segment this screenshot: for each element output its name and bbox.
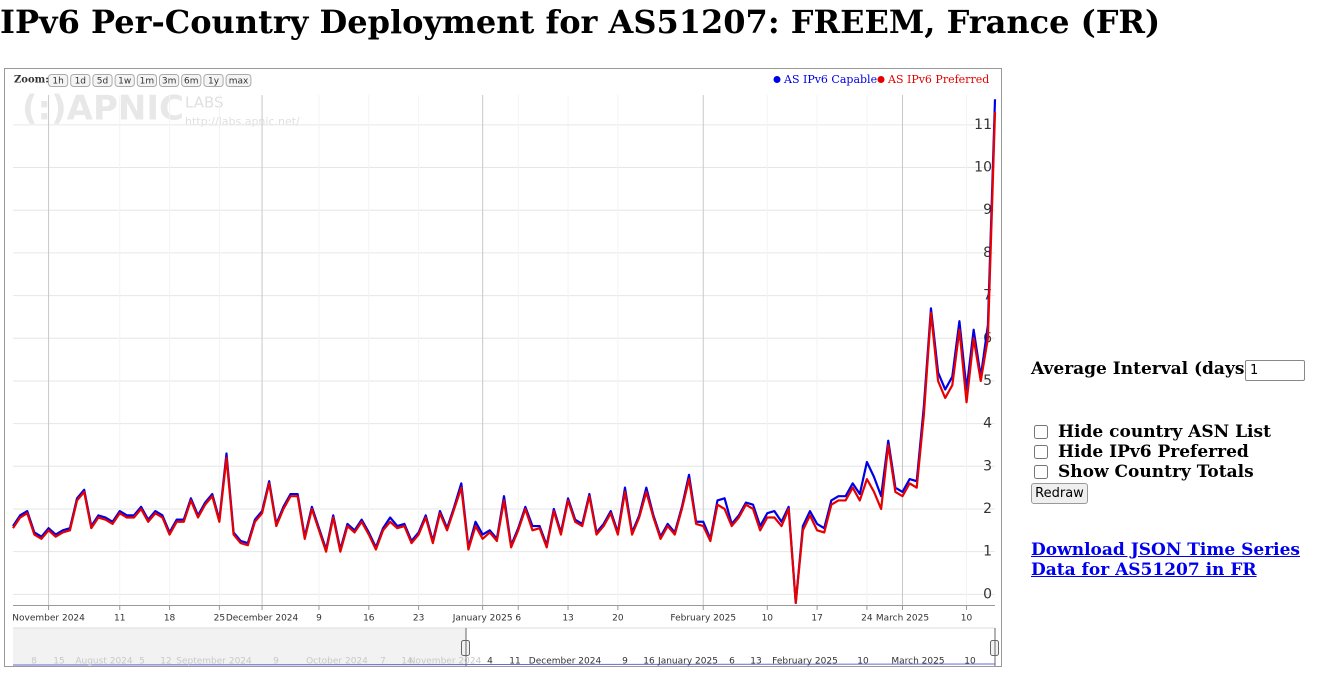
zoom-button-label[interactable]: 1y [208, 77, 220, 87]
zoom-button-label[interactable]: max [229, 77, 249, 87]
navigator-label: October 2024 [306, 657, 368, 667]
navigator-label: 6 [729, 657, 735, 667]
x-tick-label: 10 [762, 614, 774, 624]
y-tick-label: 10 [974, 160, 992, 176]
zoom-button[interactable] [225, 74, 252, 87]
x-tick-label: 10 [961, 614, 973, 624]
checkbox[interactable] [1034, 425, 1048, 439]
watermark-logo: (:)APNIC [22, 89, 184, 129]
y-tick-label: 1 [983, 544, 992, 560]
navigator-label: 9 [273, 657, 279, 667]
navigator-label: November 2024 [409, 657, 482, 667]
zoom-button-label[interactable]: 1d [75, 77, 86, 87]
checkbox-label: Hide country ASN List [1058, 422, 1271, 442]
y-tick-label: 4 [983, 416, 992, 432]
zoom-button-label[interactable]: 1h [52, 77, 63, 87]
interval-label: Average Interval (days) [1031, 359, 1253, 379]
navigator-label: 14 [401, 657, 413, 667]
navigator-label: September 2024 [176, 657, 252, 667]
checkbox-label: Hide IPv6 Preferred [1058, 442, 1249, 462]
zoom-button-label[interactable]: 3m [162, 77, 177, 87]
x-tick-label: 6 [515, 614, 521, 624]
navigator-label: 5 [139, 657, 145, 667]
zoom-button-label[interactable]: 1m [140, 77, 155, 87]
x-tick-label: 11 [114, 614, 125, 624]
y-tick-label: 11 [974, 117, 992, 133]
navigator-label: January 2025 [657, 657, 718, 667]
x-tick-label: 9 [316, 614, 322, 624]
navigator-label: 10 [964, 657, 976, 667]
legend-marker [773, 76, 781, 83]
y-tick-label: 7 [983, 288, 992, 304]
navigator-mask [13, 628, 466, 666]
x-tick-label: 13 [562, 614, 573, 624]
x-tick-label: November 2024 [12, 614, 85, 624]
legend-label[interactable]: AS IPv6 Preferred [887, 73, 989, 86]
navigator-label: December 2024 [529, 657, 602, 667]
navigator-label: 11 [509, 657, 520, 667]
checkbox[interactable] [1034, 465, 1048, 479]
zoom-button[interactable] [136, 74, 158, 87]
legend-label[interactable]: AS IPv6 Capable [783, 73, 877, 86]
y-tick-label: 8 [983, 245, 992, 261]
navigator-label: 4 [487, 657, 493, 667]
zoom-button[interactable] [181, 74, 202, 87]
checkbox-label: Show Country Totals [1058, 462, 1254, 482]
x-tick-label: December 2024 [226, 614, 299, 624]
x-tick-label: 23 [413, 614, 424, 624]
chart: Zoom: (:)APNIC LABS http://labs.apnic.ne… [4, 68, 1002, 667]
y-tick-label: 9 [983, 202, 992, 218]
chart-frame [4, 68, 1002, 667]
x-tick-label: 25 [214, 614, 225, 624]
zoom-button[interactable] [114, 74, 135, 87]
navigator-label: 13 [750, 657, 761, 667]
navigator-series [12, 663, 996, 666]
page-title: IPv6 Per-Country Deployment for AS51207:… [0, 3, 1161, 41]
navigator-label: February 2025 [772, 657, 838, 667]
x-tick-label: 24 [861, 614, 873, 624]
navigator-label: 12 [160, 657, 171, 667]
zoom-button-label[interactable]: 5d [97, 77, 108, 87]
x-tick-label: January 2025 [452, 614, 513, 624]
series-line [12, 112, 997, 604]
zoom-button[interactable] [159, 74, 180, 87]
x-tick-label: 18 [164, 614, 176, 624]
y-tick-label: 5 [983, 373, 992, 389]
watermark-labs: LABS [185, 94, 224, 112]
navigator-label: 9 [622, 657, 628, 667]
zoom-button[interactable] [48, 74, 69, 87]
zoom-button-label[interactable]: 1w [118, 77, 131, 87]
x-tick-label: 17 [811, 614, 822, 624]
navigator-label: 8 [31, 657, 37, 667]
zoom-button[interactable] [70, 74, 91, 87]
x-tick-label: February 2025 [670, 614, 736, 624]
download-link[interactable]: Download JSON Time Series Data for AS512… [1031, 540, 1301, 580]
y-tick-label: 0 [983, 586, 992, 602]
legend-marker [877, 76, 885, 83]
navigator-label: August 2024 [75, 657, 133, 667]
zoom-button-label[interactable]: 6m [184, 77, 199, 87]
redraw-button[interactable]: Redraw [1031, 483, 1088, 504]
x-tick-label: 16 [363, 614, 375, 624]
x-tick-label: March 2025 [876, 614, 929, 624]
navigator-label: 10 [857, 657, 869, 667]
y-tick-label: 2 [983, 501, 992, 517]
navigator-label: 7 [380, 657, 386, 667]
navigator-label: March 2025 [891, 657, 944, 667]
y-tick-label: 3 [983, 458, 992, 474]
watermark-url: http://labs.apnic.net/ [185, 115, 300, 128]
zoom-label: Zoom: [14, 75, 49, 86]
zoom-button[interactable] [203, 74, 224, 87]
x-tick-label: 20 [612, 614, 624, 624]
zoom-button[interactable] [92, 74, 113, 87]
series-line [12, 99, 997, 604]
navigator-label: 15 [53, 657, 64, 667]
navigator-label: 16 [643, 657, 655, 667]
interval-input[interactable] [1245, 360, 1305, 381]
checkbox[interactable] [1034, 445, 1048, 459]
